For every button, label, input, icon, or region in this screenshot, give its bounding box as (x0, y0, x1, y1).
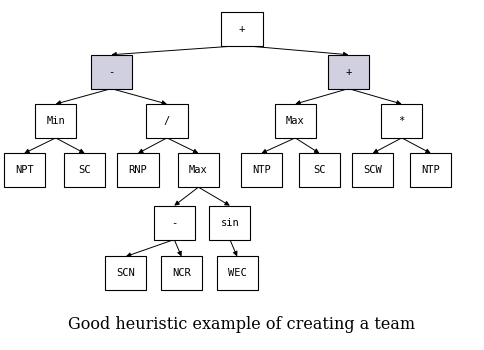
Bar (154, 206, 195, 239)
Bar (117, 153, 159, 187)
Text: Max: Max (189, 165, 208, 175)
Bar (91, 55, 132, 89)
Text: -: - (108, 67, 114, 77)
Text: *: * (399, 116, 405, 126)
Bar (241, 153, 282, 187)
Bar (35, 104, 76, 138)
Bar (352, 153, 393, 187)
Text: NTP: NTP (252, 165, 271, 175)
Text: RNP: RNP (129, 165, 147, 175)
Text: +: + (346, 67, 351, 77)
Text: NPT: NPT (15, 165, 33, 175)
Text: /: / (164, 116, 170, 126)
Bar (299, 153, 340, 187)
Text: NCR: NCR (172, 268, 191, 278)
Bar (410, 153, 451, 187)
Text: SC: SC (313, 165, 326, 175)
Text: SCN: SCN (117, 268, 135, 278)
Bar (217, 257, 258, 290)
Bar (106, 257, 146, 290)
Bar (64, 153, 105, 187)
Text: Good heuristic example of creating a team: Good heuristic example of creating a tea… (68, 316, 416, 333)
Bar (161, 257, 202, 290)
Bar (4, 153, 45, 187)
Text: sin: sin (221, 218, 239, 228)
Text: -: - (171, 218, 177, 228)
Bar (146, 104, 188, 138)
Text: +: + (239, 23, 245, 34)
Text: SCW: SCW (363, 165, 382, 175)
Text: NTP: NTP (422, 165, 440, 175)
Bar (381, 104, 422, 138)
Text: Min: Min (46, 116, 65, 126)
Text: SC: SC (78, 165, 91, 175)
Text: WEC: WEC (228, 268, 246, 278)
Bar (209, 206, 251, 239)
Text: Max: Max (286, 116, 304, 126)
Bar (328, 55, 369, 89)
Bar (222, 12, 262, 46)
Bar (275, 104, 316, 138)
Bar (178, 153, 219, 187)
